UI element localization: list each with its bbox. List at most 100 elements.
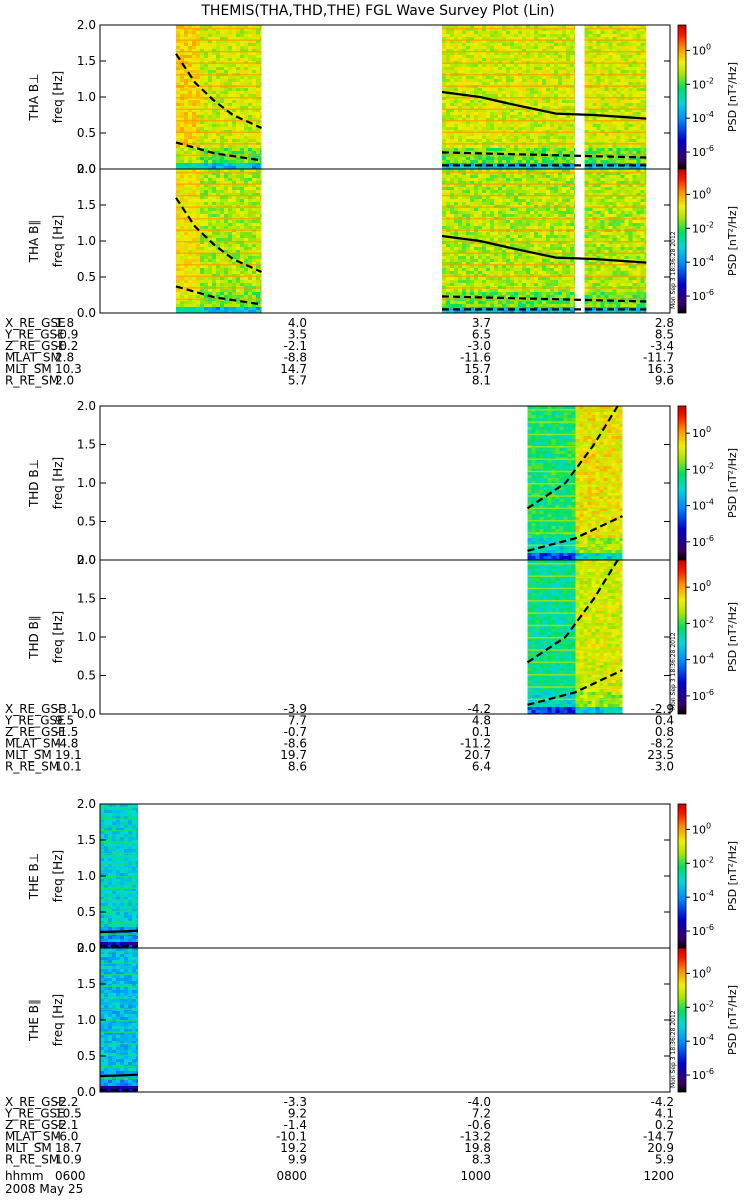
spectrogram-cell [534, 82, 538, 85]
spectrogram-cell [224, 55, 228, 58]
spectrogram-cell [208, 202, 212, 205]
spectrogram-cell [216, 109, 220, 112]
spectrogram-cell [216, 199, 220, 202]
spectrogram-cell [604, 40, 609, 43]
colorbar-tick-label: 10-4 [692, 110, 714, 125]
spectrogram-cell [538, 79, 542, 82]
spectrogram-cell [224, 211, 228, 214]
spectrogram-cell [204, 202, 208, 205]
spectrogram-cell [562, 40, 566, 43]
spectrogram-cell [470, 274, 474, 277]
spectrogram-cell [454, 244, 458, 247]
spectrogram-cell [502, 55, 506, 58]
spectrogram-cell [188, 49, 192, 52]
spectrogram-cell [482, 34, 486, 37]
spectrogram-cell [454, 304, 458, 307]
spectrogram-cell [486, 67, 490, 70]
spectrogram-cell [184, 196, 188, 199]
spectrogram-cell [514, 52, 518, 55]
spectrogram-cell [188, 58, 192, 61]
spectrogram-cell [526, 139, 530, 142]
spectrogram-cell [200, 109, 204, 112]
spectrogram-cell [490, 34, 494, 37]
spectrogram-cell [550, 100, 554, 103]
spectrogram-cell [624, 31, 629, 34]
spectrogram-cell [454, 199, 458, 202]
spectrogram-cell [236, 238, 240, 241]
spectrogram-cell [566, 121, 570, 124]
spectrogram-cell [216, 169, 220, 172]
spectrogram-cell [644, 40, 647, 43]
spectrogram-cell [196, 262, 200, 265]
spectrogram-cell [506, 82, 510, 85]
spectrogram-cell [542, 148, 546, 151]
spectrogram-cell [494, 40, 498, 43]
spectrogram-cell [180, 145, 184, 148]
spectrogram-cell [474, 166, 478, 169]
spectrogram-cell [176, 190, 180, 193]
spectrogram-cell [180, 295, 184, 298]
spectrogram-cell [248, 94, 252, 97]
spectrogram-cell [592, 25, 597, 28]
spectrogram-cell [446, 70, 450, 73]
spectrogram-cell [240, 40, 244, 43]
spectrogram-cell [442, 172, 446, 175]
spectrogram-cell [176, 292, 180, 295]
spectrogram-cell [566, 106, 570, 109]
spectrogram-cell [256, 79, 260, 82]
spectrogram-cell [446, 226, 450, 229]
spectrogram-cell [184, 292, 188, 295]
spectrogram-cell [570, 88, 574, 91]
spectrogram-cell [184, 238, 188, 241]
spectrogram-cell [180, 214, 184, 217]
spectrogram-cell [204, 43, 208, 46]
spectrogram-cell [584, 115, 589, 118]
spectrogram-cell [518, 130, 522, 133]
spectrogram-cell [446, 127, 450, 130]
spectrogram-cell [584, 79, 589, 82]
spectrogram-cell [554, 88, 558, 91]
spectrogram-cell [596, 106, 601, 109]
spectrogram-cell [542, 25, 546, 28]
spectrogram-cell [228, 250, 232, 253]
spectrogram-cell [248, 58, 252, 61]
spectrogram-cell [188, 181, 192, 184]
spectrogram-cell [244, 55, 248, 58]
spectrogram-cell [450, 301, 454, 304]
spectrogram-cell [510, 127, 514, 130]
spectrogram-cell [458, 148, 462, 151]
spectrogram-cell [220, 121, 224, 124]
spectrogram-cell [248, 157, 252, 160]
spectrogram-cell [184, 106, 188, 109]
spectrogram-cell [240, 28, 244, 31]
spectrogram-cell [252, 220, 256, 223]
spectrogram-cell [458, 223, 462, 226]
spectrogram-cell [526, 52, 530, 55]
spectrogram-cell [446, 52, 450, 55]
spectrogram-cell [554, 109, 558, 112]
spectrogram-cell [628, 139, 633, 142]
spectrogram-cell [208, 136, 212, 139]
spectrogram-cell [240, 187, 244, 190]
spectrogram-cell [192, 43, 196, 46]
spectrogram-cell [458, 187, 462, 190]
spectrogram-cell [624, 55, 629, 58]
spectrogram-cell [204, 253, 208, 256]
spectrogram-cell [526, 82, 530, 85]
spectrogram-cell [522, 40, 526, 43]
spectrogram-cell [196, 274, 200, 277]
spectrogram-cell [240, 265, 244, 268]
spectrogram-cell [192, 76, 196, 79]
spectrogram-cell [232, 52, 236, 55]
spectrogram-cell [558, 100, 562, 103]
spectrogram-cell [184, 115, 188, 118]
spectrogram-cell [604, 100, 609, 103]
spectrogram-cell [244, 199, 248, 202]
spectrogram-cell [596, 31, 601, 34]
spectrogram-cell [248, 64, 252, 67]
spectrogram-cell [180, 52, 184, 55]
spectrogram-cell [442, 157, 446, 160]
spectral-line [176, 252, 262, 254]
spectrogram-cell [236, 220, 240, 223]
spectrogram-cell [228, 223, 232, 226]
